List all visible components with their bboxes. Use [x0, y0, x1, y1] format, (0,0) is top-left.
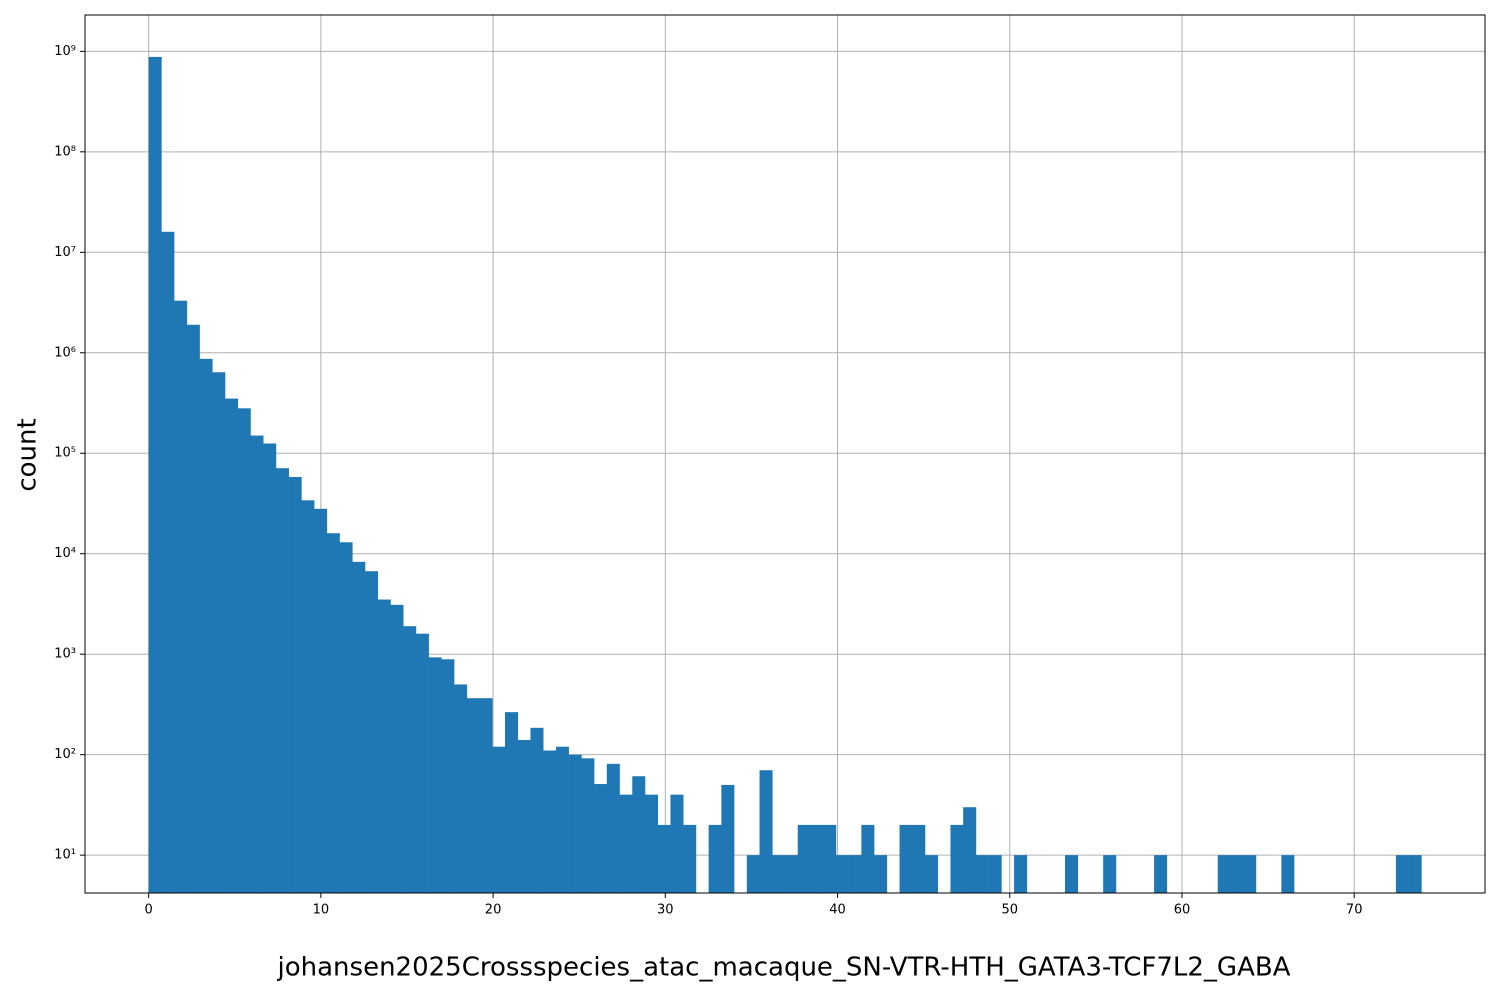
y-tick-label: 10⁵	[54, 446, 76, 461]
bar	[543, 750, 557, 893]
bar	[326, 533, 340, 893]
bar	[657, 824, 671, 893]
bar	[161, 231, 175, 893]
bar	[199, 358, 213, 894]
y-tick-label: 10¹	[54, 848, 76, 863]
bar	[1103, 855, 1117, 893]
bar	[925, 855, 939, 893]
bar	[1230, 855, 1244, 893]
x-tick-label: 10	[313, 903, 330, 918]
y-tick-label: 10⁸	[54, 144, 76, 159]
bar	[912, 824, 926, 893]
bar	[874, 855, 888, 893]
bar	[441, 659, 455, 893]
bar	[759, 770, 773, 893]
bar	[275, 468, 289, 893]
bar	[785, 855, 799, 893]
bar	[1243, 855, 1257, 893]
bar	[555, 746, 569, 893]
bar	[415, 633, 429, 893]
bar	[517, 739, 531, 893]
bar	[772, 855, 786, 893]
bar	[1154, 855, 1168, 893]
bar	[861, 824, 875, 893]
bar	[314, 508, 328, 893]
bar	[988, 855, 1002, 893]
x-tick-label: 40	[829, 903, 846, 918]
bar	[174, 300, 188, 893]
bar	[403, 626, 417, 893]
plot-frame	[84, 14, 1486, 894]
bar	[670, 794, 684, 893]
bar	[390, 604, 404, 893]
x-tick-label: 30	[657, 903, 674, 918]
y-tick-label: 10⁶	[54, 345, 76, 360]
bar	[899, 824, 913, 893]
bar	[479, 698, 493, 893]
x-tick-label: 60	[1174, 903, 1191, 918]
bar	[975, 855, 989, 893]
bar	[339, 542, 353, 893]
bar	[1408, 855, 1422, 893]
bar	[454, 684, 468, 893]
bar	[237, 408, 251, 893]
bar	[301, 500, 315, 893]
bar	[1217, 855, 1231, 893]
bar	[492, 746, 506, 893]
y-axis-label: count	[13, 418, 43, 491]
bar	[186, 324, 200, 893]
bar	[963, 807, 977, 893]
bar	[250, 435, 264, 893]
bar	[148, 56, 162, 893]
bar	[225, 398, 239, 893]
bar	[1281, 855, 1295, 893]
bar	[212, 372, 226, 893]
bar	[823, 824, 837, 893]
x-tick-label: 20	[485, 903, 502, 918]
bar	[530, 727, 544, 893]
bar	[835, 855, 849, 893]
y-tick-label: 10⁷	[54, 245, 76, 260]
bar	[797, 824, 811, 893]
bar	[377, 599, 391, 893]
bar	[568, 754, 582, 893]
bar	[365, 571, 379, 893]
bar	[1395, 855, 1409, 893]
bar	[645, 794, 659, 893]
bar	[746, 855, 760, 893]
y-tick-label: 10²	[54, 747, 76, 762]
bar	[288, 477, 302, 893]
bar	[619, 794, 633, 893]
x-tick-label: 70	[1346, 903, 1363, 918]
bar	[263, 443, 277, 893]
y-tick-label: 10⁴	[54, 546, 76, 561]
bar	[632, 776, 646, 893]
x-axis-label: johansen2025Crossspecies_atac_macaque_SN…	[277, 953, 1291, 983]
bar	[810, 824, 824, 893]
bar	[683, 824, 697, 893]
bar	[848, 855, 862, 893]
x-tick-label: 50	[1001, 903, 1018, 918]
x-tick-label: 0	[144, 903, 152, 918]
bar	[594, 784, 608, 893]
bar	[950, 824, 964, 893]
bar	[352, 561, 366, 893]
bar	[1014, 855, 1028, 893]
y-tick-label: 10⁹	[54, 44, 76, 59]
bar	[505, 712, 519, 893]
bar	[708, 824, 722, 893]
bar	[1065, 855, 1079, 893]
bar	[466, 698, 480, 893]
bar	[428, 657, 442, 893]
bar	[581, 758, 595, 893]
bar	[721, 784, 735, 893]
bar	[606, 763, 620, 893]
y-tick-label: 10³	[54, 647, 76, 662]
